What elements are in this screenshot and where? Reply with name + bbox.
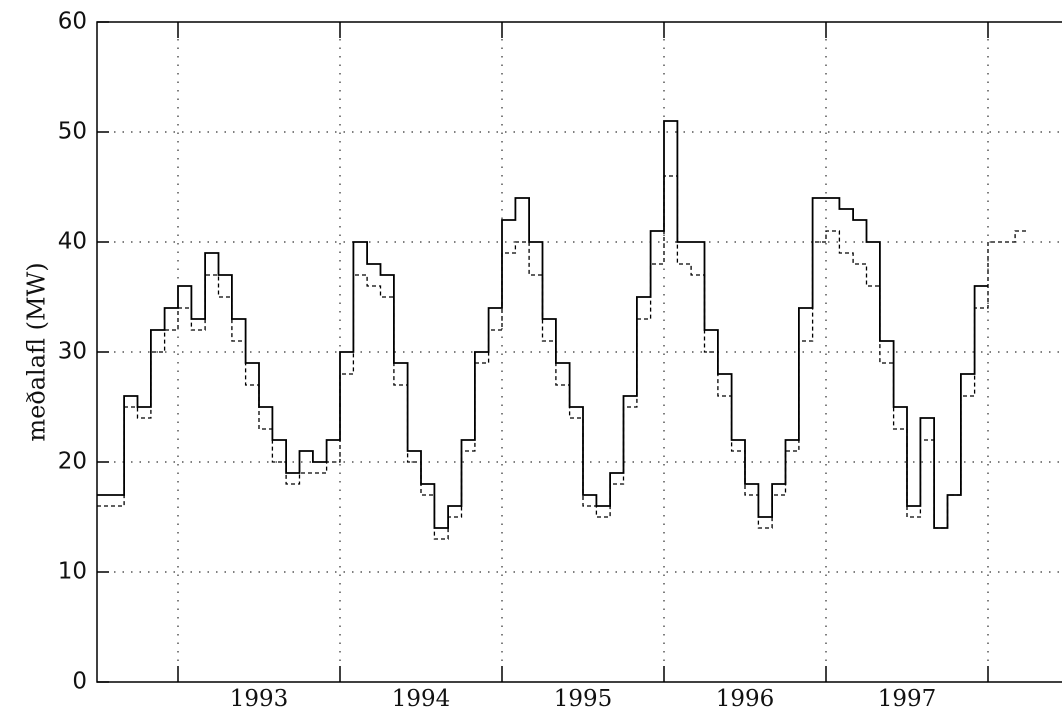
- y-tick-label: 30: [58, 339, 87, 365]
- y-tick-label: 20: [58, 449, 87, 475]
- x-tick-label: 1993: [230, 686, 289, 712]
- y-tick-label: 10: [58, 559, 87, 585]
- y-tick-label: 50: [58, 119, 87, 145]
- x-tick-label: 1997: [878, 686, 937, 712]
- y-tick-label: 0: [72, 669, 87, 695]
- x-tick-label: 1996: [716, 686, 775, 712]
- y-tick-label: 40: [58, 229, 87, 255]
- x-tick-label: 1995: [554, 686, 613, 712]
- y-tick-label: 60: [58, 9, 87, 35]
- series-line: [97, 175, 1029, 540]
- x-tick-label: 1994: [392, 686, 451, 712]
- plot-frame: [96, 21, 1062, 683]
- series-line: [97, 120, 988, 529]
- y-axis-label: meðalafl (MW): [23, 262, 51, 441]
